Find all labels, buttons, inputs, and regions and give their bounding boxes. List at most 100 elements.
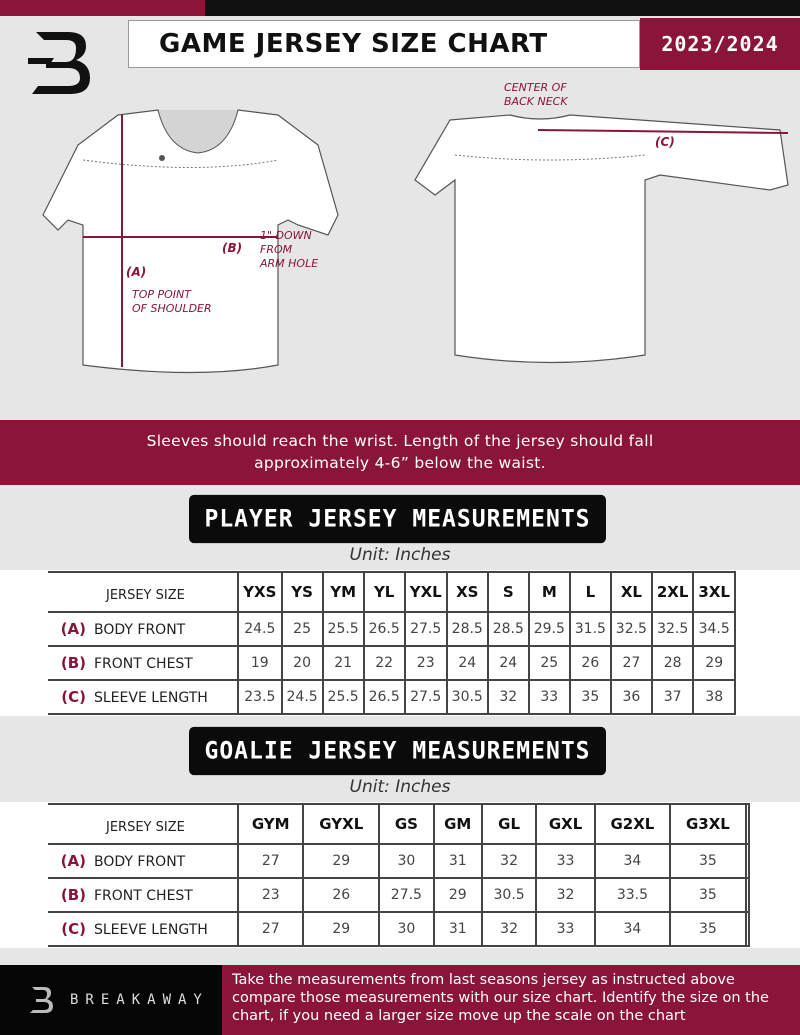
- measurement-value: 27.5: [379, 878, 435, 913]
- measurement-value: 24: [446, 646, 489, 681]
- measurement-label: (B) FRONT CHEST: [48, 878, 239, 913]
- measurement-value: 27.5: [404, 680, 448, 715]
- measurement-value: 26.5: [363, 612, 406, 647]
- size-header: GM: [433, 803, 483, 845]
- measurement-label: (A) BODY FRONT: [48, 612, 239, 647]
- label-c: (C): [655, 135, 675, 149]
- measurement-name: SLEEVE LENGTH: [94, 922, 208, 938]
- measurement-value: 31: [433, 844, 483, 879]
- measurement-value: 32: [481, 844, 538, 879]
- back-jersey-diagram: [414, 114, 789, 364]
- footer-instructions: Take the measurements from last seasons …: [222, 965, 800, 1035]
- measurement-value: 27: [238, 912, 305, 947]
- measurement-letter: (A): [60, 852, 86, 870]
- measurement-name: BODY FRONT: [94, 854, 186, 870]
- size-header: XL: [610, 571, 653, 613]
- measurement-value: 32.5: [651, 612, 695, 647]
- measurement-value: 27.5: [404, 612, 448, 647]
- goalie-unit: Unit: Inches: [349, 777, 451, 797]
- measurement-letter: (B): [60, 654, 86, 672]
- measurement-value: 32: [487, 680, 530, 715]
- size-header: GYXL: [303, 803, 381, 845]
- size-header: YXL: [404, 571, 448, 613]
- size-header: 2XL: [651, 571, 695, 613]
- top-dark-bar: [205, 0, 800, 16]
- measurement-value: [745, 878, 751, 913]
- note-back-neck: CENTER OF BACK NECK: [504, 81, 568, 108]
- measurement-value: 29: [433, 878, 483, 913]
- measurement-label: (A) BODY FRONT: [48, 844, 239, 879]
- size-header-row: JERSEY SIZE YXS YS YM YL YXL XS S M L XL 2XL 3XL: [48, 571, 736, 613]
- measurement-letter: (C): [61, 688, 86, 706]
- measurement-value: 26: [303, 878, 381, 913]
- measurement-value: 35: [670, 844, 747, 879]
- size-header: 3XL: [693, 571, 736, 613]
- measurement-value: 23: [404, 646, 448, 681]
- size-header: G3XL: [670, 803, 747, 845]
- player-size-table: JERSEY SIZE YXS YS YM YL YXL XS S M L XL 2XL 3XL (A) B…: [48, 571, 736, 715]
- measurement-value: 32: [536, 878, 596, 913]
- measurement-value: 29: [303, 912, 381, 947]
- size-header: S: [487, 571, 530, 613]
- instructions-line-1: Sleeves should reach the wrist. Length o…: [146, 432, 654, 450]
- player-unit: Unit: Inches: [349, 545, 451, 565]
- measurement-value: [745, 844, 751, 879]
- measurement-value: 35: [569, 680, 612, 715]
- size-header: YXS: [238, 571, 283, 613]
- measurement-value: 33: [536, 844, 596, 879]
- measurement-value: 34: [594, 844, 672, 879]
- measurement-value: 34.5: [693, 612, 736, 647]
- instructions-line-2: approximately 4-6” below the waist.: [254, 454, 546, 472]
- measurement-letter: (C): [61, 920, 86, 938]
- breakaway-small-logo-icon: [30, 987, 53, 1013]
- measurement-value: 30.5: [446, 680, 489, 715]
- measurement-name: SLEEVE LENGTH: [94, 690, 208, 706]
- measurement-value: 21: [322, 646, 365, 681]
- jersey-size-label: JERSEY SIZE: [48, 803, 239, 845]
- measurement-value: 23: [238, 878, 305, 913]
- measurement-value: 24.5: [281, 680, 324, 715]
- brand-name: BREAKAWAY: [70, 992, 209, 1008]
- size-header: L: [569, 571, 612, 613]
- goalie-size-table: JERSEY SIZE GYM GYXL GS GM GL GXL G2XL G3XL (A) BO…: [48, 803, 751, 947]
- measurement-value: 31: [433, 912, 483, 947]
- size-header: GYM: [238, 803, 305, 845]
- measurement-value: 28.5: [446, 612, 489, 647]
- size-header: GL: [481, 803, 538, 845]
- measurement-value: 30: [379, 912, 435, 947]
- size-header-row: JERSEY SIZE GYM GYXL GS GM GL GXL G2XL G3XL: [48, 803, 751, 845]
- measurement-value: 37: [651, 680, 695, 715]
- measurement-value: 30.5: [481, 878, 538, 913]
- measurement-value: 28.5: [487, 612, 530, 647]
- player-section-title: PLAYER JERSEY MEASUREMENTS: [189, 494, 606, 544]
- size-header: YM: [322, 571, 365, 613]
- goalie-section-title: GOALIE JERSEY MEASUREMENTS: [189, 726, 606, 776]
- measurement-value: 32.5: [610, 612, 653, 647]
- measurement-value: 23.5: [238, 680, 283, 715]
- breakaway-logo-icon: [28, 32, 90, 94]
- measurement-letter: (B): [60, 886, 86, 904]
- measurement-value: 33: [528, 680, 571, 715]
- size-header: GXL: [536, 803, 596, 845]
- season-badge: 2023/2024: [640, 18, 800, 70]
- measurement-value: 19: [238, 646, 283, 681]
- instructions-band: Sleeves should reach the wrist. Length o…: [0, 420, 800, 485]
- measurement-value: 29: [303, 844, 381, 879]
- measurement-name: FRONT CHEST: [94, 888, 193, 904]
- measurement-letter: (A): [60, 620, 86, 638]
- measurement-row: (A) BODY FRONT 27 29 30 31 32 33 34 35: [48, 844, 751, 879]
- measurement-value: 31.5: [569, 612, 612, 647]
- measurement-row: (B) FRONT CHEST 23 26 27.5 29 30.5 32 33.5 35: [48, 878, 751, 913]
- measurement-label: (B) FRONT CHEST: [48, 646, 239, 681]
- page-title: GAME JERSEY SIZE CHART: [128, 20, 640, 68]
- measurement-value: 24: [487, 646, 530, 681]
- measurement-label: (C) SLEEVE LENGTH: [48, 680, 239, 715]
- measurement-value: 24.5: [238, 612, 283, 647]
- measurement-value: [745, 912, 751, 947]
- size-header: M: [528, 571, 571, 613]
- measurement-value: 25: [528, 646, 571, 681]
- size-header: GS: [379, 803, 435, 845]
- top-accent-bar: [0, 0, 205, 16]
- jersey-size-label: JERSEY SIZE: [48, 571, 239, 613]
- note-arm-hole: 1" DOWN FROM ARM HOLE: [260, 229, 319, 270]
